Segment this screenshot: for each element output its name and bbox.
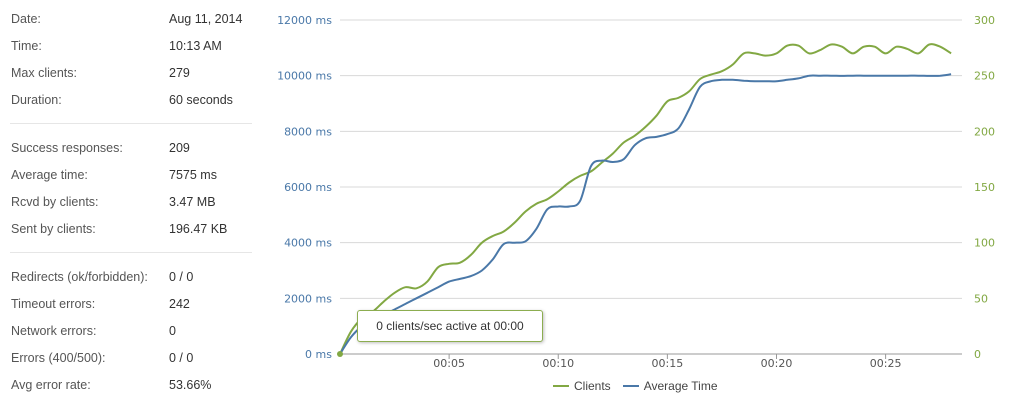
stat-label: Sent by clients: bbox=[11, 222, 96, 236]
stat-value: 196.47 KB bbox=[169, 222, 228, 236]
stats-panel: Date: Aug 11, 2014 Time: 10:13 AM Max client… bbox=[0, 0, 252, 408]
legend-label: Clients bbox=[574, 379, 611, 393]
x-axis: 00:05 00:10 00:15 00:20 00:25 bbox=[433, 354, 901, 370]
stat-label: Network errors: bbox=[11, 324, 97, 338]
stat-label: Max clients: bbox=[11, 66, 77, 80]
stat-label: Errors (400/500): bbox=[11, 351, 106, 365]
right-axis-tick: 300 bbox=[974, 14, 995, 27]
x-axis-tick: 00:05 bbox=[433, 357, 465, 370]
stat-row: Timeout errors: 242 bbox=[10, 291, 252, 318]
stats-group-responses: Success responses: 209 Average time: 7575 m… bbox=[10, 124, 252, 253]
stat-row: Sent by clients: 196.47 KB bbox=[10, 216, 252, 243]
x-axis-tick: 00:15 bbox=[652, 357, 684, 370]
right-axis-tick: 0 bbox=[974, 348, 981, 361]
stat-label: Redirects (ok/forbidden): bbox=[11, 270, 148, 284]
stat-label: Rcvd by clients: bbox=[11, 195, 99, 209]
left-axis: 0 ms 2000 ms 4000 ms 6000 ms 8000 ms 10000 ms… bbox=[277, 14, 332, 361]
stat-value: 53.66% bbox=[169, 378, 212, 392]
x-axis-tick: 00:10 bbox=[542, 357, 574, 370]
stat-value: 7575 ms bbox=[169, 168, 217, 182]
right-axis-tick: 150 bbox=[974, 181, 995, 194]
stat-value: 209 bbox=[169, 141, 190, 155]
stat-row: Rcvd by clients: 3.47 MB bbox=[10, 189, 252, 216]
stat-row: Max clients: 279 bbox=[10, 60, 252, 87]
left-axis-tick: 4000 ms bbox=[284, 237, 332, 250]
legend-label: Average Time bbox=[643, 379, 718, 393]
stat-value: 0 / 0 bbox=[169, 270, 194, 284]
stat-value: 0 bbox=[169, 324, 176, 338]
stat-label: Average time: bbox=[11, 168, 88, 182]
stat-value: 3.47 MB bbox=[169, 195, 216, 209]
stat-label: Time: bbox=[11, 39, 42, 53]
stat-row: Redirects (ok/forbidden): 0 / 0 bbox=[10, 264, 252, 291]
left-axis-tick: 12000 ms bbox=[277, 14, 332, 27]
left-axis-tick: 10000 ms bbox=[277, 70, 332, 83]
stat-row: Errors (400/500): 0 / 0 bbox=[10, 345, 252, 372]
right-axis-tick: 200 bbox=[974, 125, 995, 138]
right-axis-tick: 250 bbox=[974, 70, 995, 83]
stat-label: Timeout errors: bbox=[11, 297, 96, 311]
stat-row: Network errors: 0 bbox=[10, 318, 252, 345]
stat-value: 242 bbox=[169, 297, 190, 311]
legend-swatch bbox=[553, 385, 569, 387]
left-axis-tick: 0 ms bbox=[305, 348, 332, 361]
line-chart: 0 ms 2000 ms 4000 ms 6000 ms 8000 ms 10000 ms… bbox=[277, 14, 995, 370]
stat-row: Duration: 60 seconds bbox=[10, 87, 252, 114]
legend-item-clients[interactable]: Clients bbox=[553, 379, 611, 393]
left-axis-tick: 8000 ms bbox=[284, 125, 332, 138]
stat-row: Success responses: 209 bbox=[10, 135, 252, 162]
stat-label: Avg error rate: bbox=[11, 378, 91, 392]
stat-value: 10:13 AM bbox=[169, 39, 222, 53]
right-axis-tick: 50 bbox=[974, 292, 988, 305]
stat-value: 0 / 0 bbox=[169, 351, 194, 365]
right-axis: 0 50 100 150 200 250 300 bbox=[974, 14, 995, 361]
stat-label: Duration: bbox=[11, 93, 62, 107]
left-axis-tick: 2000 ms bbox=[284, 292, 332, 305]
active-point-marker bbox=[337, 351, 343, 357]
stat-row: Average time: 7575 ms bbox=[10, 162, 252, 189]
stat-value: Aug 11, 2014 bbox=[169, 12, 243, 26]
stat-label: Success responses: bbox=[11, 141, 123, 155]
stat-row: Avg error rate: 53.66% bbox=[10, 372, 252, 399]
stat-label: Date: bbox=[11, 12, 41, 26]
chart-grid bbox=[340, 19, 962, 355]
stats-group-run-info: Date: Aug 11, 2014 Time: 10:13 AM Max client… bbox=[10, 0, 252, 124]
stat-row: Time: 10:13 AM bbox=[10, 33, 252, 60]
stat-value: 279 bbox=[169, 66, 190, 80]
stats-group-errors: Redirects (ok/forbidden): 0 / 0 Timeout er… bbox=[10, 253, 252, 408]
chart-series bbox=[337, 43, 952, 357]
left-axis-tick: 6000 ms bbox=[284, 181, 332, 194]
chart-legend[interactable]: Clients Average Time bbox=[553, 379, 718, 393]
legend-swatch bbox=[622, 385, 639, 387]
stat-row: Date: Aug 11, 2014 bbox=[10, 6, 252, 33]
chart-tooltip: 0 clients/sec active at 00:00 bbox=[357, 310, 543, 342]
x-axis-tick: 00:25 bbox=[870, 357, 902, 370]
x-axis-tick: 00:20 bbox=[761, 357, 793, 370]
stat-value: 60 seconds bbox=[169, 93, 233, 107]
series-line-clients bbox=[339, 43, 952, 355]
series-line-average-time bbox=[339, 73, 952, 355]
right-axis-tick: 100 bbox=[974, 237, 995, 250]
legend-item-average-time[interactable]: Average Time bbox=[622, 379, 718, 393]
